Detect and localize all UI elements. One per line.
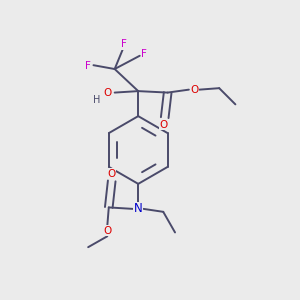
Text: F: F bbox=[121, 39, 126, 49]
Text: O: O bbox=[103, 88, 111, 98]
Text: N: N bbox=[134, 202, 142, 215]
Text: O: O bbox=[159, 120, 167, 130]
Text: H: H bbox=[93, 95, 101, 105]
Text: O: O bbox=[108, 169, 116, 178]
Text: F: F bbox=[141, 49, 147, 59]
Text: O: O bbox=[190, 85, 198, 94]
Text: O: O bbox=[103, 226, 111, 236]
Text: F: F bbox=[85, 61, 91, 71]
